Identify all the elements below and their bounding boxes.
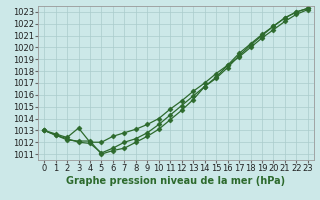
X-axis label: Graphe pression niveau de la mer (hPa): Graphe pression niveau de la mer (hPa) [67,176,285,186]
